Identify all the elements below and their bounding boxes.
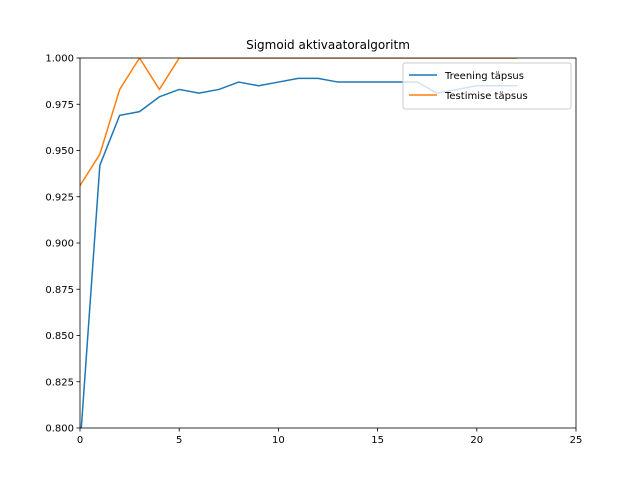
legend-label-0: Treening täpsus (444, 71, 524, 82)
y-tick-label: 0.950 (45, 146, 74, 157)
x-tick-label: 25 (570, 435, 583, 446)
y-tick-label: 0.800 (45, 424, 74, 435)
y-tick-label: 0.850 (45, 331, 74, 342)
y-tick-label: 0.875 (45, 285, 74, 296)
chart-title: Sigmoid aktivaatoralgoritm (246, 38, 410, 52)
x-tick-label: 10 (272, 435, 285, 446)
y-tick-label: 0.825 (45, 377, 74, 388)
legend-box (402, 62, 572, 110)
legend: Treening täpsus Testimise täpsus (402, 62, 572, 110)
axes: 0 5 10 15 20 25 0.800 0.825 0.850 0.875 0.900 0.925… (45, 54, 582, 447)
y-tick-label: 1.000 (45, 54, 74, 65)
x-tick-label: 15 (371, 435, 384, 446)
x-tick-label: 0 (77, 435, 83, 446)
y-tick-label: 0.900 (45, 239, 74, 250)
y-tick-label: 0.925 (45, 192, 74, 203)
x-tick-label: 5 (176, 435, 182, 446)
legend-label-1: Testimise täpsus (444, 91, 528, 102)
x-tick-label: 20 (470, 435, 483, 446)
series-line-1 (80, 58, 518, 187)
y-tick-label: 0.975 (45, 100, 74, 111)
